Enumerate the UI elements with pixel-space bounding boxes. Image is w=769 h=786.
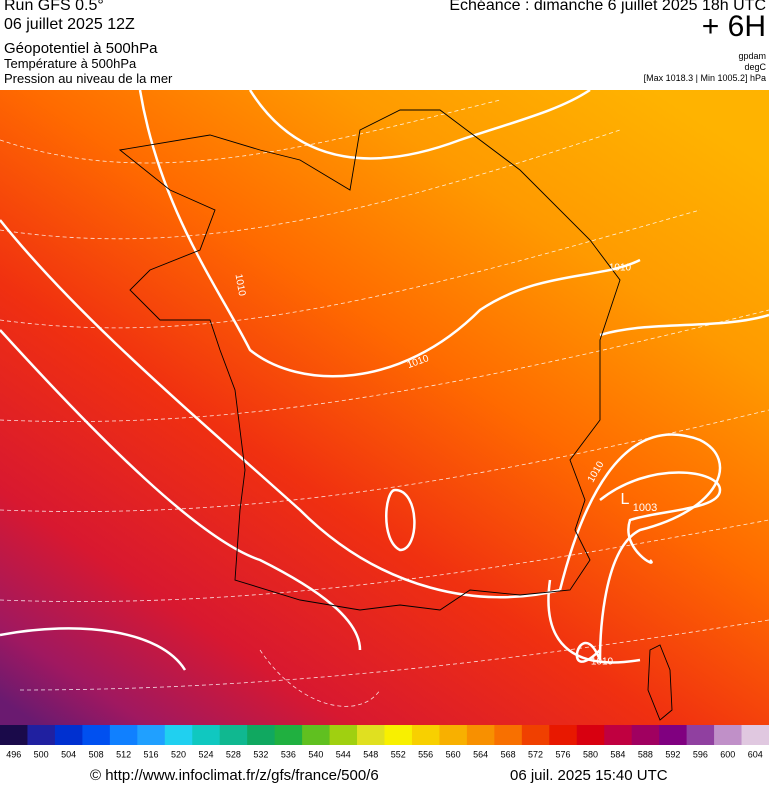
colorbar-swatch [521, 725, 550, 745]
isobars [0, 90, 769, 671]
colorbar-swatch [659, 725, 688, 745]
colorbar-label: 584 [610, 749, 625, 759]
unit: degC [744, 62, 766, 72]
colorbar-swatch [576, 725, 605, 745]
map-label: 1003 [633, 502, 657, 514]
colorbar-label: 536 [281, 749, 296, 759]
colorbar-label: 540 [308, 749, 323, 759]
colorbar-swatch [274, 725, 303, 745]
colorbar-label: 600 [720, 749, 735, 759]
colorbar-label: 552 [391, 749, 406, 759]
colorbar-swatch [714, 725, 743, 745]
colorbar-swatch [549, 725, 578, 745]
colorbar-label: 548 [363, 749, 378, 759]
colorbar-label: 572 [528, 749, 543, 759]
field-title: Température à 500hPa [4, 56, 137, 71]
colorbar-swatch [631, 725, 660, 745]
colorbar-swatch [741, 725, 769, 745]
lead-time: + 6H [701, 10, 766, 43]
colorbar-swatch [137, 725, 166, 745]
colorbar-label: 596 [693, 749, 708, 759]
colorbar-swatch [357, 725, 385, 745]
colorbar-swatch [164, 725, 193, 745]
colorbar-label: 520 [171, 749, 186, 759]
colorbar-label: 576 [556, 749, 571, 759]
colorbar-swatch [466, 725, 495, 745]
colorbar-label: 564 [473, 749, 488, 759]
map-label: 1010 [609, 263, 632, 274]
run: Run GFS 0.5° [4, 0, 104, 14]
colorbar-swatch [302, 725, 331, 745]
pressure-range: [Max 1018.3 | Min 1005.2] hPa [643, 73, 766, 83]
colorbar-label: 580 [583, 749, 598, 759]
colorbar-label: 528 [226, 749, 241, 759]
colorbar: 496 500 504 508 512 516 520 524 528 532 536 540 544 5… [0, 725, 769, 759]
colorbar-label: 532 [253, 749, 268, 759]
run-date: 06 juillet 2025 12Z [4, 16, 135, 33]
colorbar-swatch [109, 725, 138, 745]
colorbar-label: 556 [418, 749, 433, 759]
colorbar-swatch [494, 725, 523, 745]
colorbar-swatch [27, 725, 56, 745]
colorbar-swatch [54, 725, 83, 745]
colorbar-label: 592 [665, 749, 680, 759]
map-label: 1010 [233, 273, 248, 297]
field-background [0, 90, 769, 725]
colorbar-swatch [219, 725, 248, 745]
valid-time: Echéance : dimanche 6 juillet 2025 18h U… [449, 0, 766, 14]
timestamp: 06 juil. 2025 15:40 UTC [510, 767, 668, 784]
source: © http://www.infoclimat.fr/z/gfs/france/… [90, 767, 379, 784]
colorbar-swatch [439, 725, 468, 745]
coastline [118, 109, 621, 611]
colorbar-label: 504 [61, 749, 76, 759]
colorbar-label: 512 [116, 749, 131, 759]
colorbar-label: 516 [144, 749, 159, 759]
map-label: 1010 [591, 657, 614, 668]
colorbar-label: 604 [748, 749, 763, 759]
colorbar-swatch [247, 725, 276, 745]
colorbar-swatch [686, 725, 715, 745]
unit: gpdam [738, 51, 766, 61]
field-title: Géopotentiel à 500hPa [4, 40, 158, 57]
colorbar-label: 544 [336, 749, 351, 759]
colorbar-label: 524 [198, 749, 213, 759]
colorbar-swatch [384, 725, 413, 745]
colorbar-swatch [329, 725, 358, 745]
colorbar-swatch [192, 725, 221, 745]
colorbar-label: 588 [638, 749, 653, 759]
colorbar-label: 568 [501, 749, 516, 759]
map-label: L [621, 491, 630, 508]
colorbar-swatch [604, 725, 633, 745]
colorbar-label: 500 [34, 749, 49, 759]
colorbar-swatch [82, 725, 111, 745]
corsica [647, 644, 673, 721]
colorbar-swatch [0, 725, 28, 745]
colorbar-label: 496 [6, 749, 21, 759]
colorbar-label: 508 [89, 749, 104, 759]
field-title: Pression au niveau de la mer [4, 71, 173, 86]
temperature-contours [0, 99, 769, 707]
colorbar-swatch [411, 725, 440, 745]
colorbar-label: 560 [446, 749, 461, 759]
